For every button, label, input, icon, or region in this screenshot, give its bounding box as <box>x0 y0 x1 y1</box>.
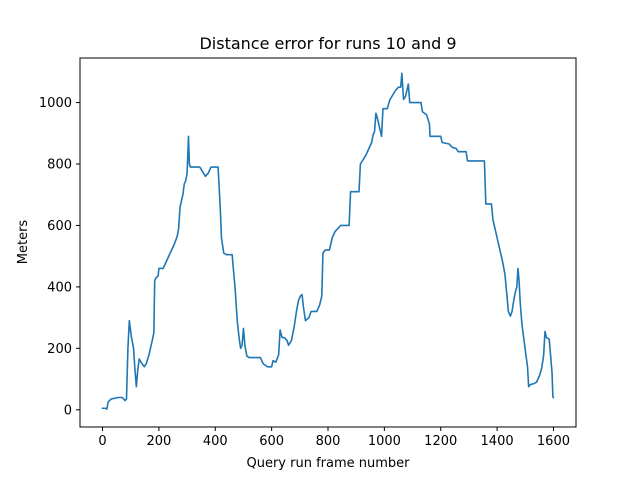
y-tick-label: 200 <box>47 342 72 357</box>
plot-frame <box>79 57 577 428</box>
y-tick-label: 400 <box>47 280 72 295</box>
plot-area <box>80 58 576 427</box>
y-axis-label: Meters <box>16 220 31 265</box>
series-line-1 <box>101 72 555 410</box>
y-tick-label: 800 <box>47 157 72 172</box>
y-tick-label: 0 <box>64 403 72 418</box>
chart-title: Distance error for runs 10 and 9 <box>199 34 456 53</box>
x-tick-label: 1600 <box>537 434 570 449</box>
y-tick-label: 600 <box>47 219 72 234</box>
x-axis-label: Query run frame number <box>246 456 410 471</box>
x-tick-label: 800 <box>316 434 341 449</box>
ticks-layer: 0 200 400 600 800 1000 1200 1400 1600 0 200 400 600 8… <box>39 96 570 449</box>
series-layer <box>101 72 555 410</box>
y-tick-label: 1000 <box>39 96 72 111</box>
x-tick-label: 400 <box>203 434 228 449</box>
x-tick-label: 0 <box>98 434 106 449</box>
x-tick-label: 600 <box>259 434 284 449</box>
x-tick-label: 1000 <box>368 434 401 449</box>
x-tick-label: 1200 <box>424 434 457 449</box>
x-tick-label: 1400 <box>481 434 514 449</box>
x-tick-label: 200 <box>146 434 171 449</box>
